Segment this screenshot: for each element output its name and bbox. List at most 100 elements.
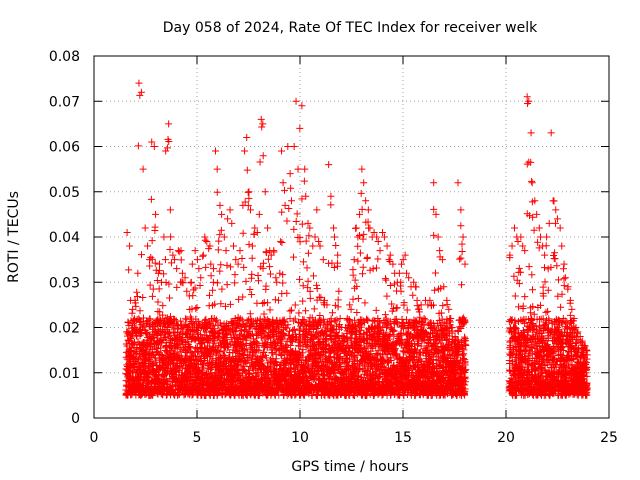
data-point [361, 299, 369, 307]
data-points [122, 79, 591, 399]
data-point [266, 263, 274, 271]
data-point [199, 252, 207, 260]
data-point [214, 246, 222, 254]
data-point [151, 259, 159, 267]
data-point [383, 292, 391, 300]
data-point [134, 269, 142, 277]
data-point [290, 225, 298, 233]
data-point [191, 284, 199, 292]
data-point [177, 256, 185, 264]
data-point [279, 179, 287, 187]
data-point [277, 238, 285, 246]
data-point [153, 345, 161, 353]
data-point [192, 305, 200, 313]
data-point [287, 184, 295, 192]
data-point [259, 300, 267, 308]
data-point [298, 220, 306, 228]
data-point [383, 242, 391, 250]
data-point [195, 347, 203, 355]
data-point [300, 177, 308, 185]
data-point [284, 143, 292, 150]
data-point [413, 296, 421, 304]
data-point [292, 218, 300, 226]
data-point [152, 358, 160, 366]
data-point [157, 344, 165, 352]
data-point [359, 263, 367, 271]
data-point [213, 165, 221, 173]
data-point [257, 115, 265, 123]
data-point [126, 242, 134, 250]
data-point [150, 143, 158, 150]
data-point [146, 262, 154, 270]
data-point [187, 278, 195, 286]
data-point [299, 258, 307, 266]
data-point [141, 390, 149, 398]
data-point [161, 256, 169, 264]
data-point [281, 201, 289, 209]
data-point [205, 291, 213, 299]
data-point [164, 330, 172, 338]
data-point [399, 256, 407, 264]
data-point [154, 349, 162, 357]
data-point [223, 281, 231, 289]
data-point [162, 147, 170, 155]
data-point [281, 186, 289, 194]
data-point [291, 301, 299, 309]
data-point [217, 226, 225, 234]
data-point [352, 224, 360, 232]
data-point [183, 287, 191, 295]
data-point [181, 274, 189, 282]
data-point [129, 305, 137, 313]
data-point [123, 228, 131, 236]
data-point [154, 298, 162, 306]
data-point [332, 242, 340, 250]
data-point [127, 347, 135, 355]
data-point [244, 188, 252, 196]
data-point [239, 229, 247, 237]
data-point [243, 166, 251, 174]
data-point [372, 306, 380, 314]
data-point [354, 257, 362, 265]
data-point [144, 242, 152, 250]
data-point [278, 208, 286, 216]
data-point [260, 310, 268, 318]
data-point [273, 278, 281, 286]
data-point [316, 311, 324, 319]
data-point [133, 288, 141, 296]
data-point [327, 192, 335, 200]
data-point [197, 331, 205, 339]
data-point [306, 294, 314, 302]
data-point [354, 242, 362, 250]
data-point [381, 311, 389, 319]
data-point [278, 239, 286, 247]
data-point [156, 308, 164, 316]
data-point [316, 242, 324, 250]
data-point [186, 343, 194, 351]
data-point [353, 308, 361, 316]
data-point [125, 329, 133, 337]
data-point [262, 282, 270, 290]
data-point [366, 266, 374, 274]
data-point [188, 260, 196, 268]
data-point [157, 350, 165, 358]
data-point [185, 322, 193, 330]
data-point [286, 170, 294, 178]
data-point [207, 272, 215, 280]
data-point [294, 165, 302, 173]
data-point [403, 306, 411, 314]
data-point [161, 334, 169, 342]
data-point [173, 353, 181, 361]
data-point [216, 267, 224, 275]
data-point [136, 307, 144, 315]
data-point [193, 343, 201, 351]
data-point [173, 265, 181, 273]
data-point [146, 340, 154, 348]
data-point [304, 219, 312, 227]
data-point [216, 201, 224, 209]
data-point [139, 293, 147, 301]
data-point [372, 264, 380, 272]
data-point [299, 297, 307, 305]
data-point [165, 137, 173, 145]
data-point [224, 215, 232, 223]
data-point [197, 274, 205, 282]
